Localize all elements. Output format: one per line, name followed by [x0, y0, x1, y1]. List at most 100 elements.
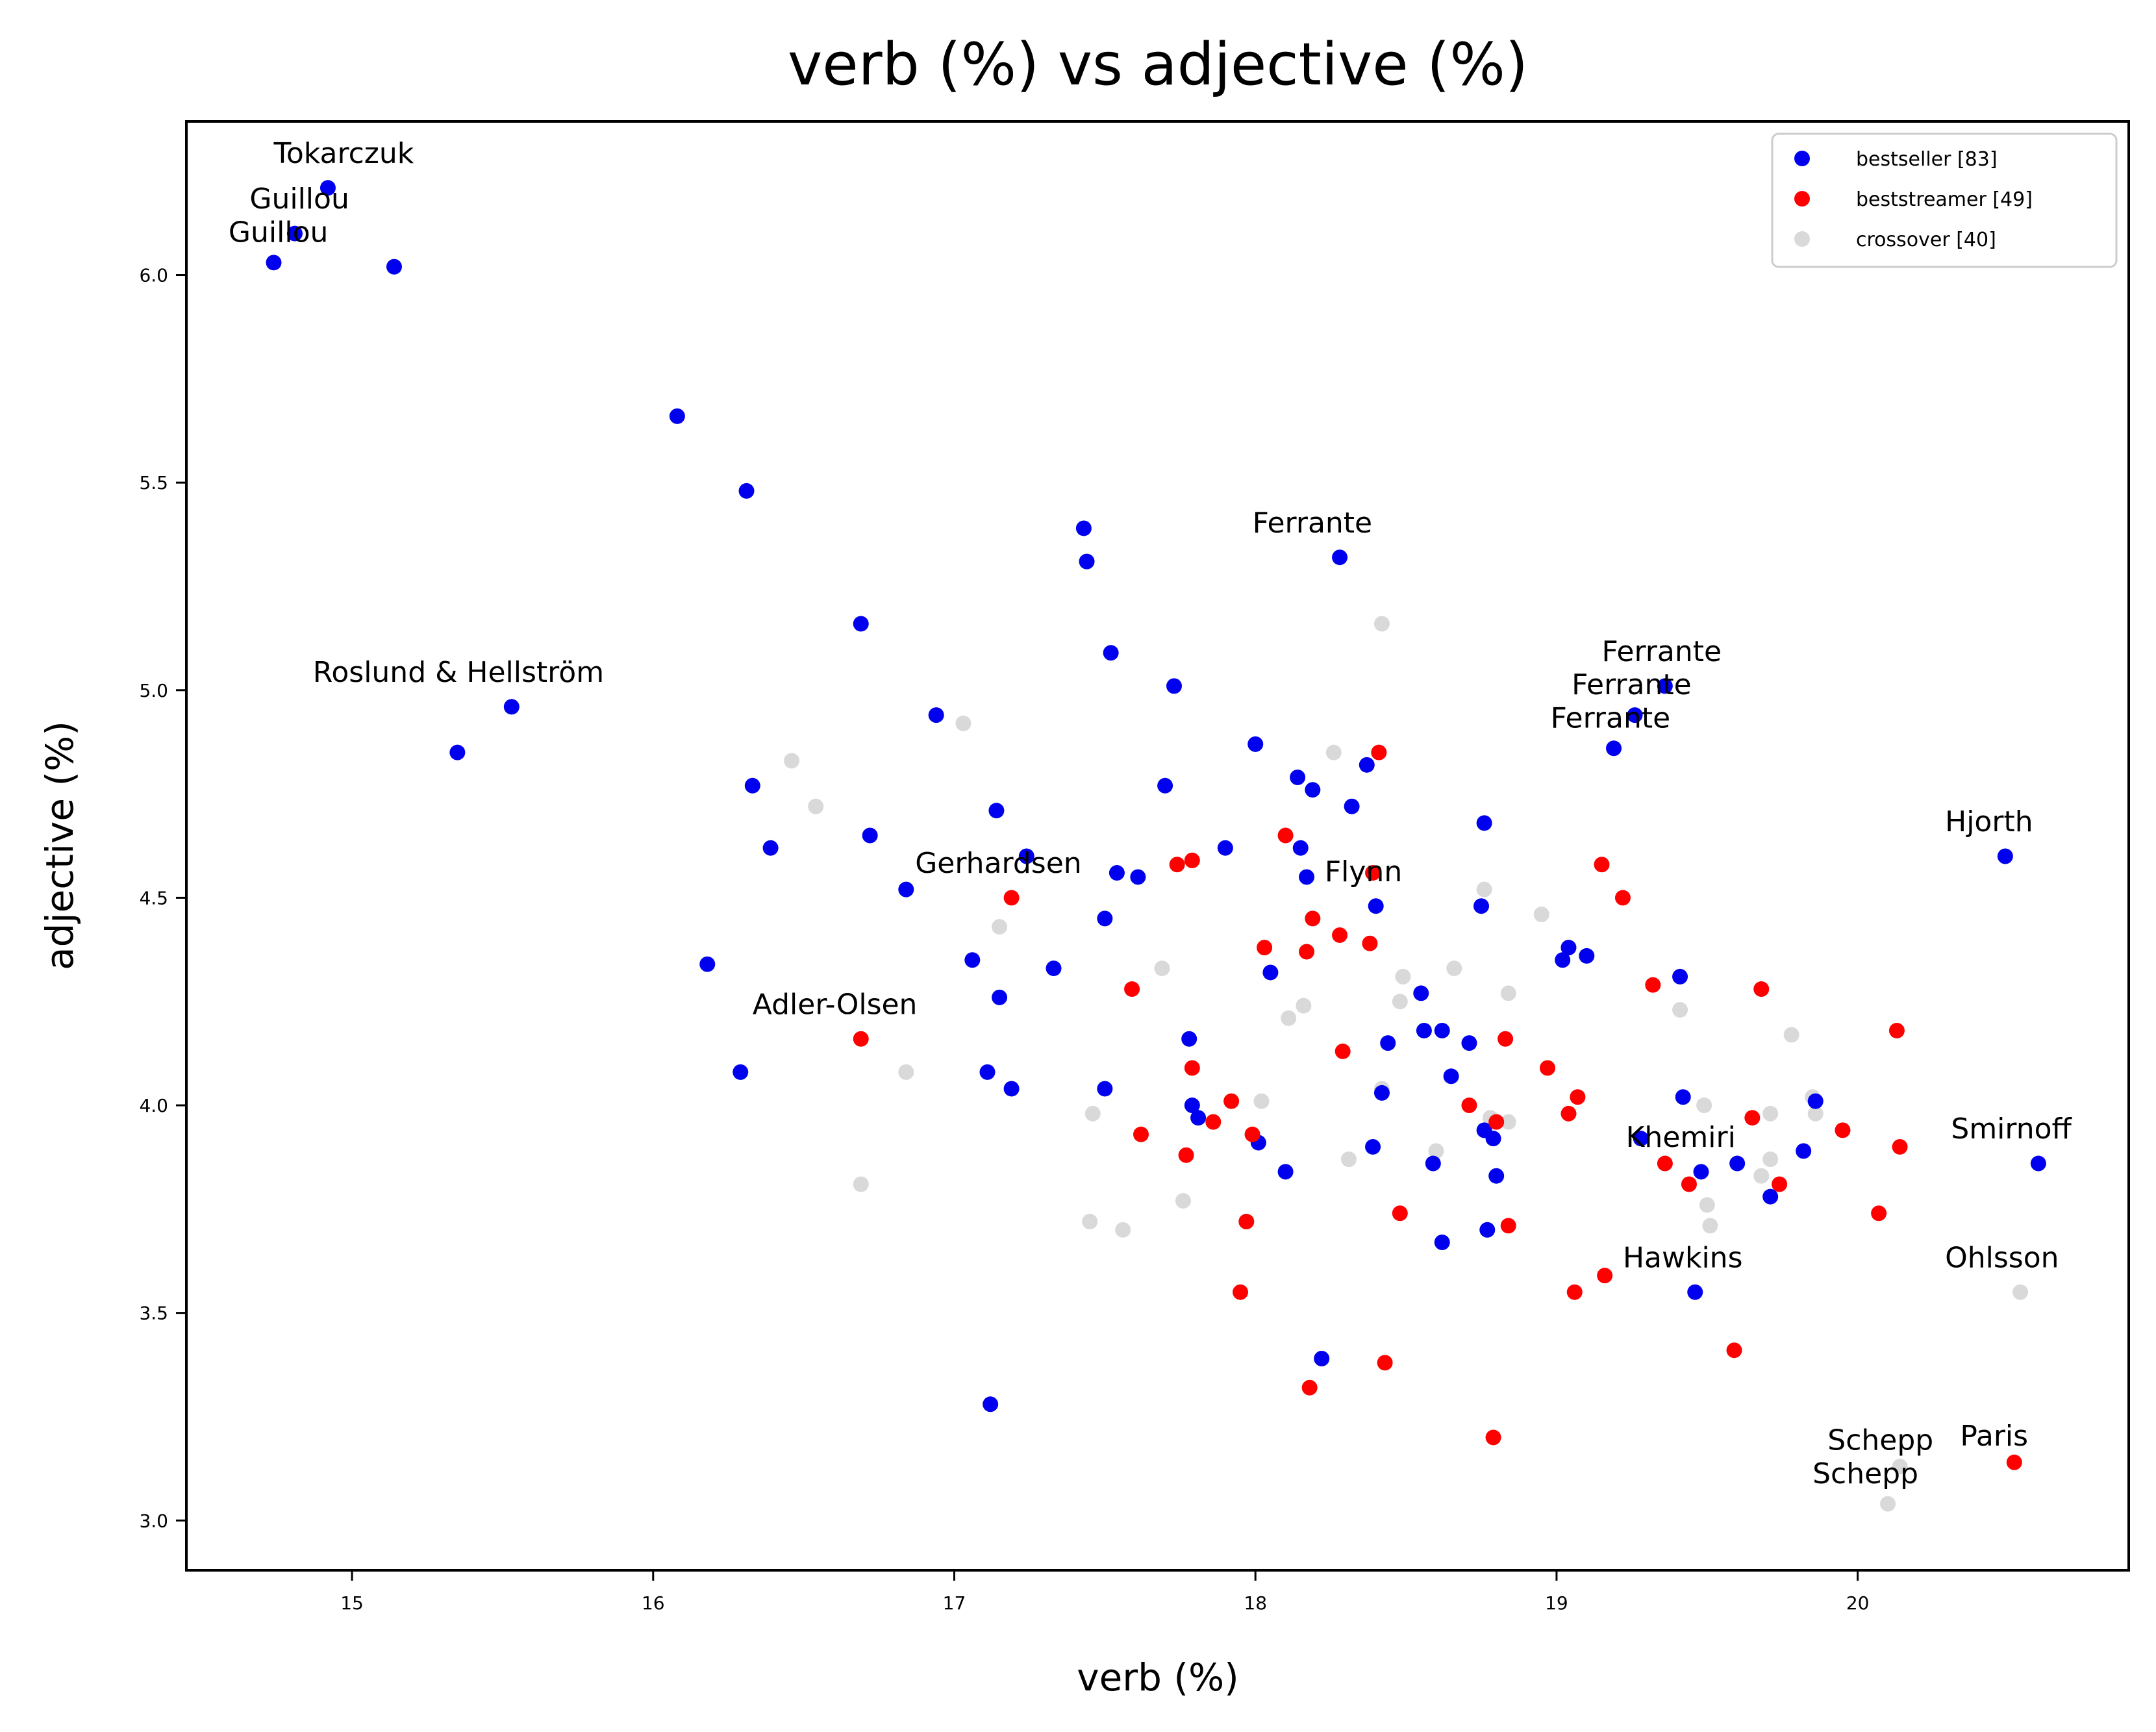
beststreamer-point [1233, 1284, 1249, 1300]
crossover-point [1533, 906, 1549, 922]
point-annotation: Tokarczuk [273, 137, 414, 170]
beststreamer-point [1892, 1138, 1908, 1155]
point-annotation: Adler-Olsen [753, 988, 918, 1021]
bestseller-point [286, 225, 303, 242]
x-axis-label: verb (%) [1077, 1655, 1238, 1700]
beststreamer-point [1392, 1205, 1408, 1222]
crossover-point [1476, 881, 1492, 897]
y-tick-label: 6.0 [139, 265, 168, 286]
x-tick-label: 17 [943, 1592, 966, 1614]
point-annotation: Roslund & Hellström [313, 656, 604, 689]
bestseller-point [1485, 1131, 1501, 1147]
legend-marker [1794, 231, 1810, 247]
bestseller-point [1075, 520, 1092, 536]
bestseller-point [1807, 1093, 1824, 1109]
bestseller-point [983, 1396, 999, 1412]
crossover-point [1392, 994, 1408, 1010]
crossover-point [898, 1064, 914, 1080]
beststreamer-point [1365, 865, 1381, 881]
legend-marker [1794, 151, 1810, 166]
bestseller-point [1344, 798, 1360, 814]
bestseller-point [853, 616, 869, 632]
bestseller-point [964, 952, 981, 968]
bestseller-point [2030, 1155, 2046, 1172]
beststreamer-point [1277, 827, 1294, 844]
point-annotation: Guillou [249, 182, 349, 216]
bestseller-point [1262, 964, 1279, 981]
point-annotation: Paris [1960, 1420, 2028, 1453]
bestseller-point [1473, 898, 1489, 914]
crossover-point [1373, 616, 1390, 632]
bestseller-point [1130, 869, 1146, 885]
point-annotation: Khemiri [1626, 1121, 1736, 1154]
crossover-point [1340, 1151, 1357, 1168]
beststreamer-point [1835, 1122, 1851, 1138]
bestseller-point [733, 1064, 749, 1080]
bestseller-point [1434, 1022, 1450, 1038]
crossover-point [1702, 1218, 1718, 1234]
bestseller-point [1217, 840, 1233, 856]
crossover-point [1175, 1193, 1191, 1209]
crossover-point [1115, 1222, 1131, 1238]
bestseller-point [1181, 1031, 1197, 1047]
bestseller-point [1079, 553, 1095, 570]
bestseller-point [1046, 960, 1062, 977]
legend-entry-label: bestseller [83] [1856, 148, 1998, 171]
bestseller-point [1380, 1035, 1396, 1051]
crossover-point [1084, 1105, 1101, 1122]
bestseller-point [1729, 1155, 1746, 1172]
crossover-point [1672, 1002, 1688, 1018]
x-tick-label: 19 [1545, 1592, 1568, 1614]
bestseller-point [928, 707, 944, 723]
beststreamer-point [1744, 1110, 1761, 1126]
crossover-point [808, 798, 824, 814]
bestseller-point [1579, 948, 1595, 964]
crossover-point [2012, 1284, 2029, 1300]
bestseller-point [979, 1064, 996, 1080]
y-tick-label: 4.0 [139, 1095, 168, 1116]
bestseller-point [1332, 549, 1348, 566]
bestseller-point [744, 777, 760, 794]
y-tick-label: 5.0 [139, 680, 168, 701]
crossover-point [1395, 968, 1411, 985]
bestseller-point [1290, 770, 1306, 786]
point-annotation: Hawkins [1623, 1241, 1743, 1274]
bestseller-point [1561, 940, 1577, 956]
y-axis-label: adjective (%) [38, 721, 82, 970]
bestseller-point [1425, 1155, 1441, 1172]
beststreamer-point [1561, 1105, 1577, 1122]
beststreamer-point [1540, 1060, 1556, 1076]
bestseller-point [898, 881, 914, 897]
beststreamer-point [1485, 1429, 1501, 1446]
crossover-point [1762, 1105, 1779, 1122]
bestseller-point [1097, 910, 1113, 927]
y-tick-label: 4.5 [139, 887, 168, 909]
crossover-point [1500, 1114, 1516, 1130]
beststreamer-point [1178, 1147, 1194, 1163]
bestseller-point [449, 744, 466, 760]
chart-title: verb (%) vs adjective (%) [788, 31, 1528, 99]
legend-entry-label: crossover [40] [1856, 229, 1996, 251]
beststreamer-point [1184, 852, 1200, 868]
y-tick-label: 3.5 [139, 1303, 168, 1324]
beststreamer-point [1570, 1089, 1586, 1105]
crossover-point [1253, 1093, 1270, 1109]
crossover-point [1154, 960, 1170, 977]
bestseller-point [1097, 1081, 1113, 1097]
point-annotation: Flynn [1325, 855, 1402, 888]
bestseller-point [1443, 1068, 1459, 1085]
bestseller-point [1633, 1131, 1649, 1147]
bestseller-point [1314, 1350, 1330, 1366]
crossover-point [1428, 1143, 1444, 1159]
bestseller-point [699, 956, 716, 972]
legend-box [1771, 132, 2118, 268]
bestseller-point [1365, 1138, 1381, 1155]
bestseller-point [1299, 869, 1315, 885]
bestseller-point [669, 408, 685, 424]
beststreamer-point [2006, 1454, 2022, 1470]
y-tick-label: 5.5 [139, 472, 168, 494]
beststreamer-point [1299, 944, 1315, 960]
beststreamer-point [1461, 1098, 1477, 1114]
point-annotation: Hjorth [1945, 805, 2033, 838]
x-tick-label: 16 [642, 1592, 665, 1614]
